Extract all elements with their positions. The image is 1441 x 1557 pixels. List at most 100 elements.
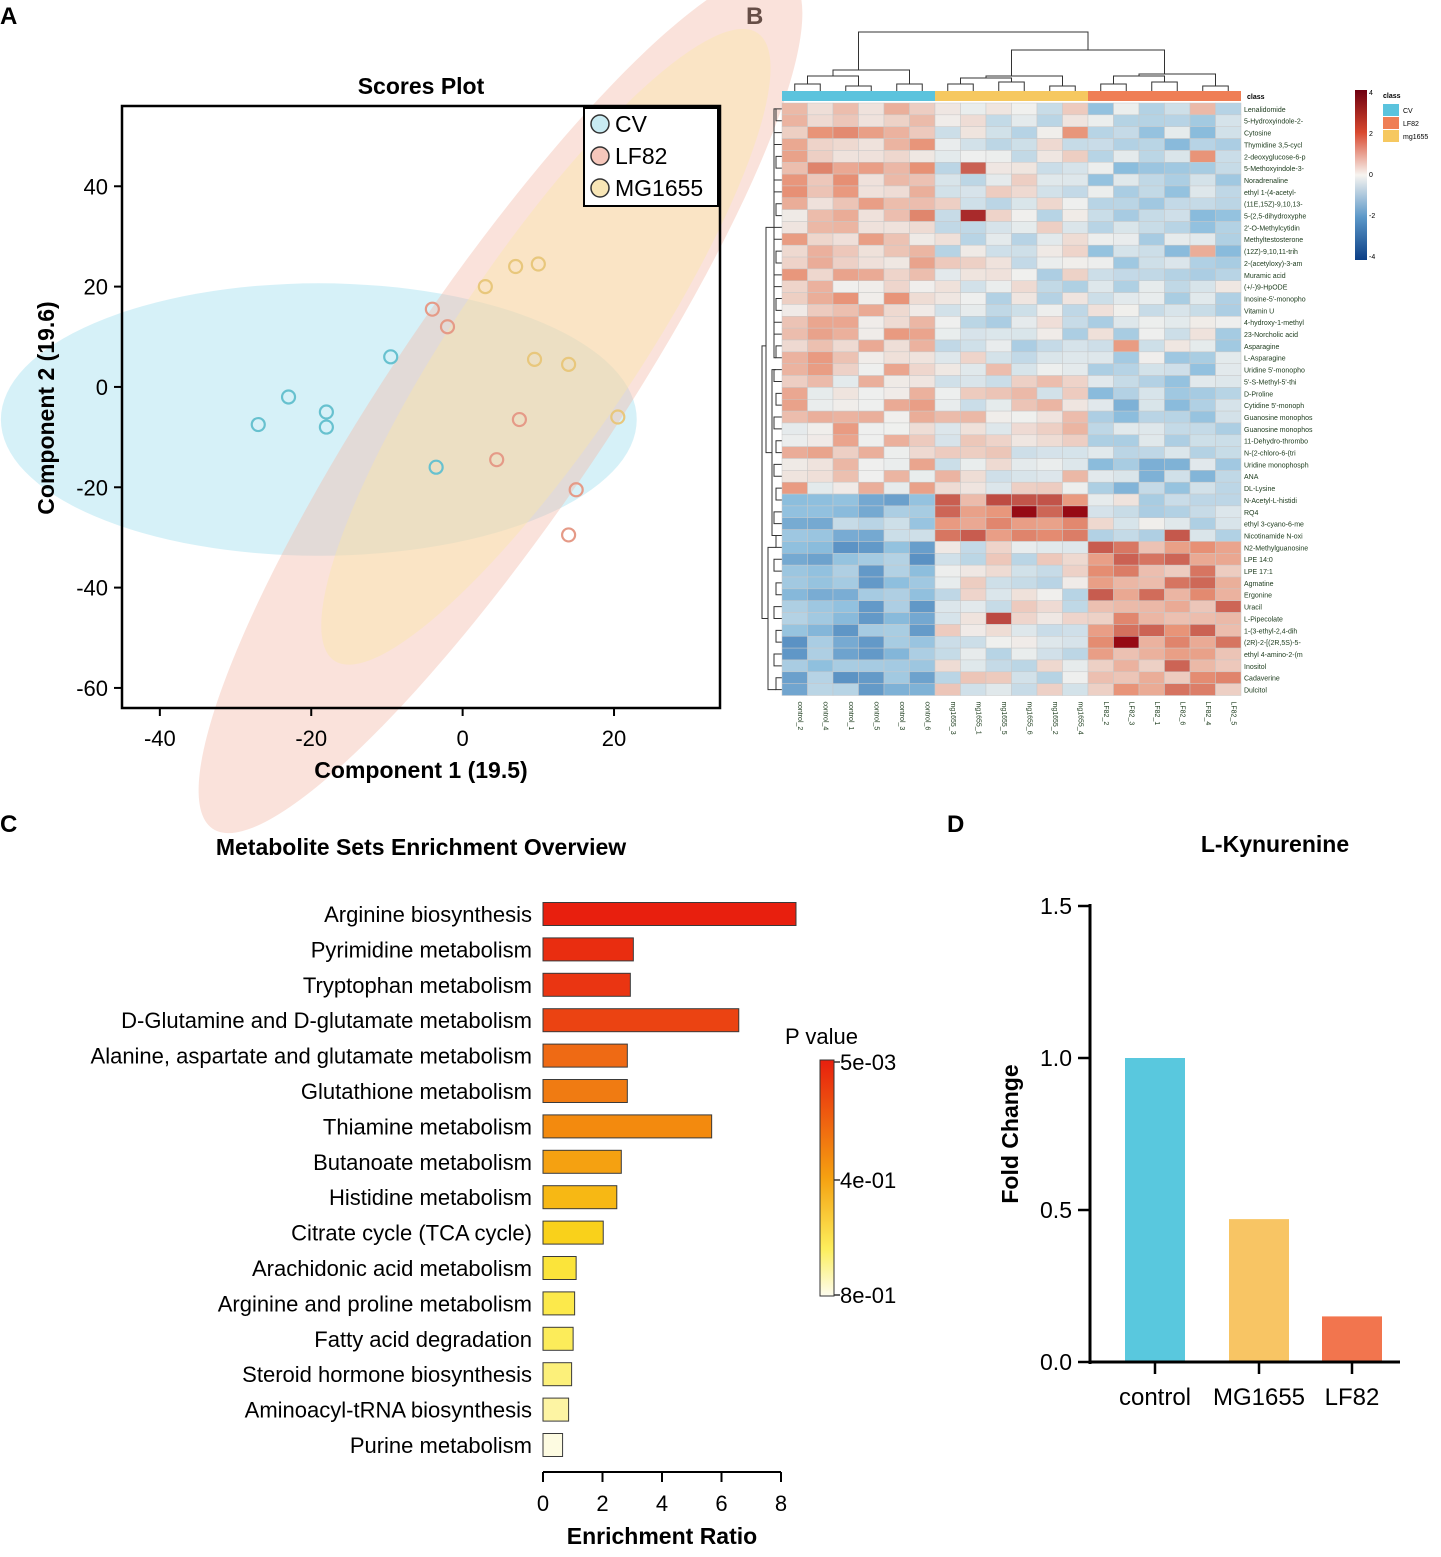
pca-x-ticks: -40 -20 0 20 xyxy=(144,708,626,751)
heatmap-cell xyxy=(781,410,808,424)
metabolite-label: ANA xyxy=(1244,474,1259,481)
heatmap-cell xyxy=(1087,292,1114,305)
heatmap-cells xyxy=(781,102,1242,696)
heatmap-cell xyxy=(1036,256,1063,270)
heatmap-cell xyxy=(1062,304,1089,317)
heatmap-cell xyxy=(1215,541,1242,554)
y-tick-label: -40 xyxy=(76,576,108,601)
heatmap-cell xyxy=(807,233,834,246)
class-bar-cell xyxy=(833,91,859,101)
heatmap-cell xyxy=(1087,624,1114,637)
heatmap-cell xyxy=(1113,233,1140,246)
heatmap-cell xyxy=(1138,458,1165,471)
heatmap-cell xyxy=(1011,185,1038,199)
heatmap-cell xyxy=(858,505,885,518)
heatmap-cell xyxy=(832,173,859,187)
heatmap-cell xyxy=(1062,316,1089,329)
heatmap-cell xyxy=(909,493,936,507)
dendrogram-branch xyxy=(773,321,782,335)
heatmap-cell xyxy=(807,529,834,542)
heatmap-cell xyxy=(985,375,1012,388)
dendrogram-branch xyxy=(773,369,782,382)
heatmap-cell xyxy=(1215,588,1242,601)
heatmap-cell xyxy=(1062,410,1089,424)
heatmap-cell xyxy=(1087,233,1114,246)
heatmap-cell xyxy=(1113,422,1140,436)
heatmap-cell xyxy=(1189,541,1216,554)
heatmap-cell xyxy=(1164,612,1191,625)
metabolite-label: (+/-)9-HpODE xyxy=(1244,285,1288,292)
dendrogram-branch xyxy=(775,108,782,122)
heatmap-cell xyxy=(883,221,910,234)
heatmap-cell xyxy=(960,470,987,483)
heatmap-cell xyxy=(1215,316,1242,329)
heatmap-cell xyxy=(909,304,936,317)
heatmap-cell xyxy=(1036,553,1063,566)
heatmap-cell xyxy=(858,375,885,388)
heatmap-cell xyxy=(934,221,961,234)
heatmap-cell xyxy=(1036,375,1063,388)
heatmap-cell xyxy=(985,256,1012,270)
heatmap-cell xyxy=(1138,268,1165,281)
dendrogram-branch xyxy=(773,416,782,430)
heatmap-cell xyxy=(781,422,808,436)
heatmap-cell xyxy=(1036,327,1063,341)
heatmap-cell xyxy=(858,280,885,293)
heatmap-cell xyxy=(960,422,987,436)
heatmap-cell xyxy=(934,564,961,578)
heatmap-cell xyxy=(858,363,885,376)
heatmap-cell xyxy=(1036,636,1063,649)
heatmap-cell xyxy=(832,339,859,353)
heatmap-cell xyxy=(1164,138,1191,151)
class-bar-cell xyxy=(1088,91,1114,101)
heatmap-cell xyxy=(1036,671,1063,684)
heatmap-cell xyxy=(807,292,834,305)
heatmap-cell xyxy=(909,553,936,566)
dendrogram-branch xyxy=(896,83,923,91)
dendrogram-branch xyxy=(832,69,910,84)
heatmap-cell xyxy=(1011,588,1038,601)
heatmap-cell xyxy=(1189,600,1216,613)
heatmap-cell xyxy=(1036,280,1063,293)
heatmap-cell xyxy=(883,233,910,246)
heatmap-cell xyxy=(832,268,859,281)
dendrogram-branch xyxy=(775,298,782,311)
heatmap-cell xyxy=(807,446,834,459)
heatmap-cell xyxy=(1189,102,1216,116)
heatmap-cell xyxy=(1087,138,1114,151)
heatmap-cell xyxy=(1164,493,1191,507)
heatmap-cell xyxy=(1011,600,1038,613)
colorbar-tick-label: 2 xyxy=(1369,131,1373,138)
heatmap-row-labels: Lenalidomide 5-Hydroxyindole-2- Cytosine Th… xyxy=(1244,107,1313,695)
heatmap-cell xyxy=(781,280,808,293)
heatmap-cell xyxy=(1215,185,1242,199)
legend-marker-lf82 xyxy=(590,146,610,166)
heatmap-cell xyxy=(781,624,808,637)
heatmap-cell xyxy=(807,209,834,222)
enrichment-bar xyxy=(542,1291,576,1316)
heatmap-cell xyxy=(1189,410,1216,424)
heatmap-cell xyxy=(985,399,1012,412)
enrichment-bar xyxy=(542,1326,574,1351)
heatmap-cell xyxy=(909,564,936,578)
heatmap-cell xyxy=(1011,102,1038,116)
heatmap-cell xyxy=(985,221,1012,234)
heatmap-cell xyxy=(909,470,936,483)
heatmap-cell xyxy=(1215,387,1242,400)
heatmap-cell xyxy=(1164,363,1191,376)
heatmap-cell xyxy=(807,268,834,281)
enrichment-category-label: D-Glutamine and D-glutamate metabolism xyxy=(121,1008,532,1033)
metabolite-label: DL-Lysine xyxy=(1244,486,1275,493)
dendrogram-branch xyxy=(765,226,774,454)
heatmap-cell xyxy=(1215,244,1242,258)
heatmap-cell xyxy=(909,339,936,353)
heatmap-cell xyxy=(960,612,987,625)
metabolite-label: LPE 17:1 xyxy=(1244,569,1273,576)
heatmap-cell xyxy=(858,173,885,187)
heatmap-cell xyxy=(1011,316,1038,329)
heatmap-cell xyxy=(1011,375,1038,388)
metabolite-label: 5-Hydroxyindole-2- xyxy=(1244,119,1304,126)
heatmap-cell xyxy=(985,173,1012,187)
heatmap-cell xyxy=(832,292,859,305)
heatmap-cell xyxy=(1138,304,1165,317)
